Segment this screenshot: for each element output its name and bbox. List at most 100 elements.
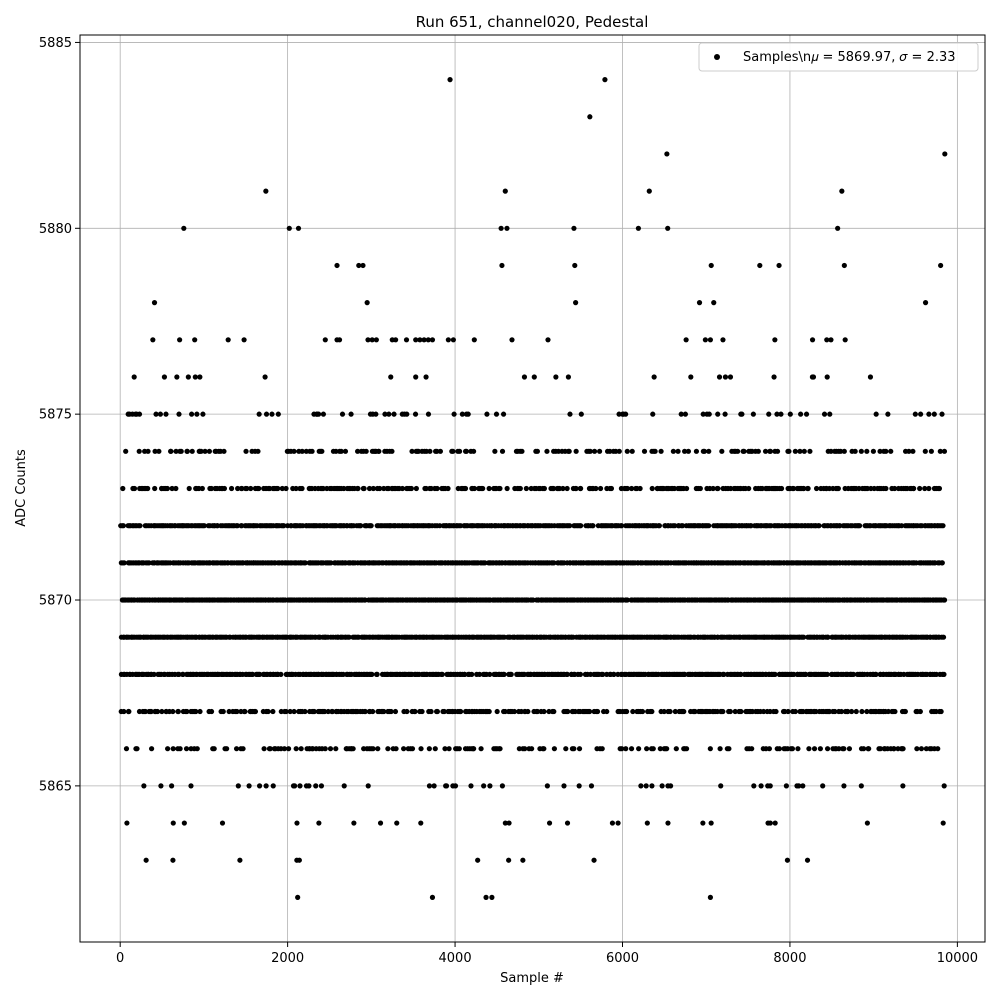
data-point xyxy=(445,337,451,343)
data-point xyxy=(607,448,613,454)
data-point xyxy=(131,485,138,492)
data-point xyxy=(824,746,831,752)
data-point xyxy=(186,485,192,492)
data-point xyxy=(624,448,630,454)
data-point xyxy=(499,783,506,789)
data-point xyxy=(866,746,872,752)
legend: Samples\n𝜇 = 5869.97, 𝜎 = 2.33 xyxy=(698,42,979,72)
data-point xyxy=(322,708,328,715)
data-point xyxy=(519,448,525,454)
data-point xyxy=(772,820,778,826)
data-point xyxy=(637,485,643,492)
data-point xyxy=(360,262,366,269)
y-tick-label: 5875 xyxy=(39,408,72,423)
data-point xyxy=(591,857,597,863)
data-point xyxy=(156,448,162,454)
data-point xyxy=(877,746,884,752)
data-point xyxy=(652,448,658,454)
data-point xyxy=(616,448,622,454)
data-point xyxy=(906,448,912,454)
data-point xyxy=(692,708,698,715)
data-point xyxy=(746,485,752,492)
data-point xyxy=(578,411,584,417)
data-point xyxy=(845,708,851,715)
data-point xyxy=(643,783,649,789)
data-point xyxy=(917,708,923,715)
data-point xyxy=(316,820,322,826)
data-point xyxy=(657,746,663,752)
data-point xyxy=(522,746,528,752)
data-point xyxy=(355,485,361,492)
data-point xyxy=(145,448,151,454)
data-point xyxy=(923,746,929,752)
data-point xyxy=(791,671,797,677)
data-point xyxy=(121,708,127,715)
data-point xyxy=(309,448,315,454)
data-point xyxy=(123,746,130,752)
data-point xyxy=(293,746,299,752)
data-point xyxy=(500,411,507,417)
data-point xyxy=(194,411,200,417)
data-point xyxy=(461,671,468,677)
data-point xyxy=(593,485,599,492)
data-point xyxy=(302,560,308,566)
data-point xyxy=(629,448,635,454)
data-point xyxy=(530,597,536,603)
data-point xyxy=(520,857,526,863)
data-point xyxy=(368,523,374,529)
data-point xyxy=(739,411,745,417)
data-point xyxy=(727,374,734,380)
data-point xyxy=(221,448,227,454)
data-point xyxy=(456,746,462,752)
data-point xyxy=(404,708,410,715)
data-point xyxy=(233,746,240,752)
data-point xyxy=(363,448,369,454)
data-point xyxy=(820,783,826,789)
data-point xyxy=(798,411,804,417)
data-point xyxy=(298,746,304,752)
data-point xyxy=(208,708,215,715)
data-point xyxy=(578,485,584,492)
data-point xyxy=(303,448,309,454)
data-point xyxy=(672,523,678,529)
data-point xyxy=(776,746,783,752)
data-point xyxy=(700,820,706,826)
data-point xyxy=(839,188,845,194)
data-point xyxy=(151,300,158,306)
data-point xyxy=(623,411,629,417)
data-point xyxy=(293,485,299,492)
data-point xyxy=(720,708,726,715)
data-point xyxy=(482,560,488,566)
data-point xyxy=(450,448,456,454)
data-point xyxy=(434,448,440,454)
data-point xyxy=(628,746,635,752)
data-point xyxy=(902,708,908,715)
data-point xyxy=(917,485,923,492)
data-point xyxy=(471,485,478,492)
data-point xyxy=(392,708,399,715)
data-point xyxy=(650,411,656,417)
data-point xyxy=(680,523,686,529)
data-point xyxy=(597,485,604,492)
data-point xyxy=(355,448,361,454)
plot-frame xyxy=(79,34,986,943)
data-point xyxy=(333,448,339,454)
data-point xyxy=(928,448,934,454)
data-point xyxy=(940,523,946,529)
data-point xyxy=(286,225,292,231)
data-point xyxy=(136,411,143,417)
data-point xyxy=(451,411,457,417)
data-point xyxy=(931,411,937,417)
data-point xyxy=(136,448,142,454)
data-point xyxy=(480,485,486,492)
data-point xyxy=(749,746,755,752)
data-point xyxy=(646,188,652,194)
data-point xyxy=(494,708,500,715)
data-point xyxy=(936,485,943,492)
data-point xyxy=(366,485,373,492)
data-point xyxy=(295,225,302,231)
x-axis-title: Sample # xyxy=(500,971,564,986)
y-tick-label: 5870 xyxy=(39,594,72,609)
data-point xyxy=(263,783,269,789)
data-point xyxy=(885,411,891,417)
